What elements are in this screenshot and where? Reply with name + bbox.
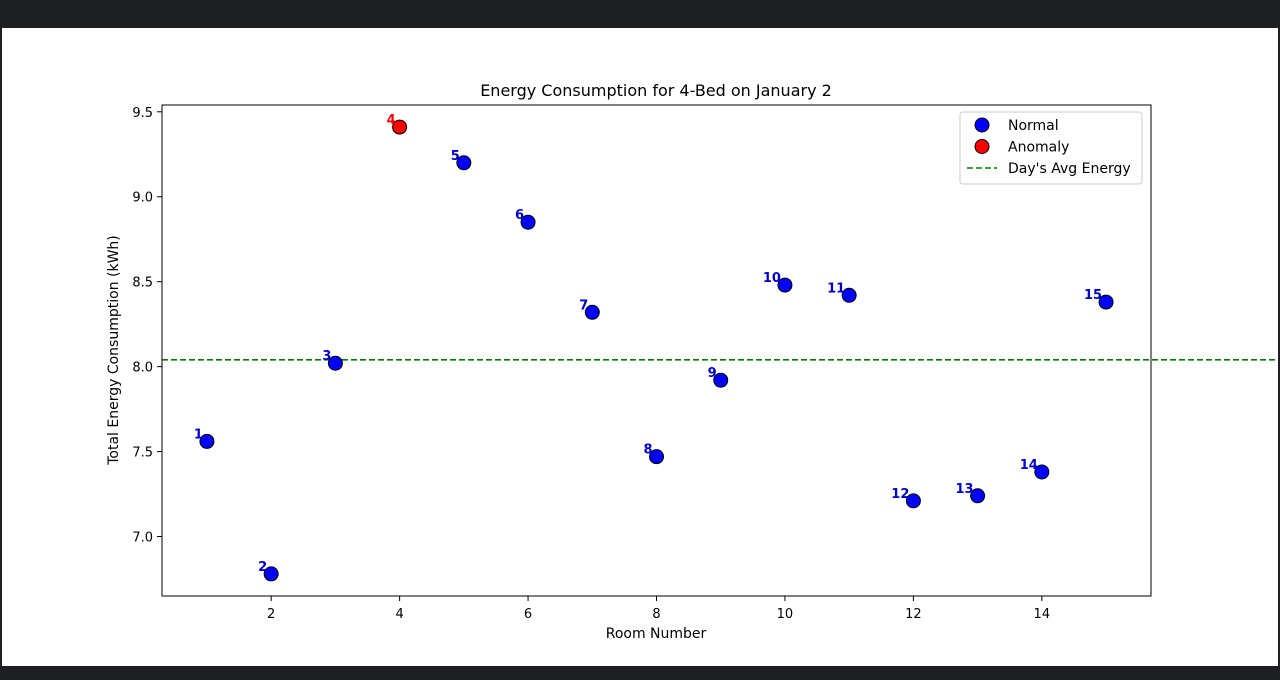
x-tick-label: 6: [524, 607, 532, 622]
normal-point-14: [1034, 464, 1050, 480]
anomaly-point-4: [392, 119, 408, 135]
point-label-10: 10: [763, 271, 781, 286]
x-tick-label: 14: [1034, 607, 1051, 622]
point-label-8: 8: [643, 443, 652, 458]
normal-point-11: [841, 287, 857, 303]
point-label-14: 14: [1020, 458, 1038, 473]
normal-point-2: [263, 566, 279, 582]
normal-point-5: [456, 155, 472, 171]
normal-point-9: [713, 372, 729, 388]
normal-point-6: [520, 214, 536, 230]
y-tick-label: 7.0: [132, 531, 153, 546]
normal-point-8: [649, 449, 664, 465]
y-tick-label: 9.0: [132, 191, 153, 206]
x-axis-label: Room Number: [606, 626, 707, 642]
legend-marker-anomaly: [974, 139, 990, 154]
normal-point-12: [905, 493, 921, 509]
y-tick-label: 8.0: [132, 361, 153, 376]
normal-point-7: [584, 304, 600, 320]
point-label-11: 11: [827, 281, 845, 296]
point-label-6: 6: [515, 208, 524, 223]
point-label-1: 1: [194, 427, 203, 442]
x-tick-label: 12: [905, 607, 922, 622]
point-label-7: 7: [579, 298, 588, 313]
point-label-9: 9: [708, 366, 717, 381]
legend-label: Normal: [1008, 118, 1059, 134]
x-tick-label: 4: [395, 607, 403, 622]
chart-title: Energy Consumption for 4-Bed on January …: [480, 81, 832, 100]
legend-label: Anomaly: [1008, 140, 1069, 156]
legend-marker-normal: [974, 117, 990, 133]
x-tick-label: 2: [267, 607, 275, 622]
normal-point-13: [970, 488, 986, 504]
point-label-12: 12: [891, 487, 909, 502]
y-tick-label: 7.5: [132, 446, 153, 461]
legend: Normal Anomaly Day's Avg Energy: [959, 111, 1143, 185]
normal-point-10: [777, 277, 793, 293]
point-label-2: 2: [258, 560, 267, 575]
point-label-4: 4: [387, 113, 396, 128]
legend-box: [959, 111, 1143, 185]
chart-canvas: Energy Consumption for 4-Bed on January …: [2, 28, 1280, 666]
y-tick-label: 8.5: [132, 276, 153, 291]
point-label-5: 5: [451, 149, 460, 164]
normal-point-15: [1098, 294, 1114, 310]
legend-label: Day's Avg Energy: [1008, 161, 1131, 177]
point-label-3: 3: [322, 349, 331, 364]
normal-point-3: [327, 355, 343, 371]
point-label-15: 15: [1084, 288, 1102, 303]
y-tick-label: 9.5: [132, 106, 153, 121]
x-tick-label: 10: [777, 607, 794, 622]
point-label-13: 13: [956, 482, 974, 497]
y-axis-label: Total Energy Consumption (kWh): [106, 235, 122, 466]
x-tick-label: 8: [652, 607, 660, 622]
scatter-chart: Energy Consumption for 4-Bed on January …: [106, 81, 1280, 642]
normal-point-1: [199, 433, 215, 449]
